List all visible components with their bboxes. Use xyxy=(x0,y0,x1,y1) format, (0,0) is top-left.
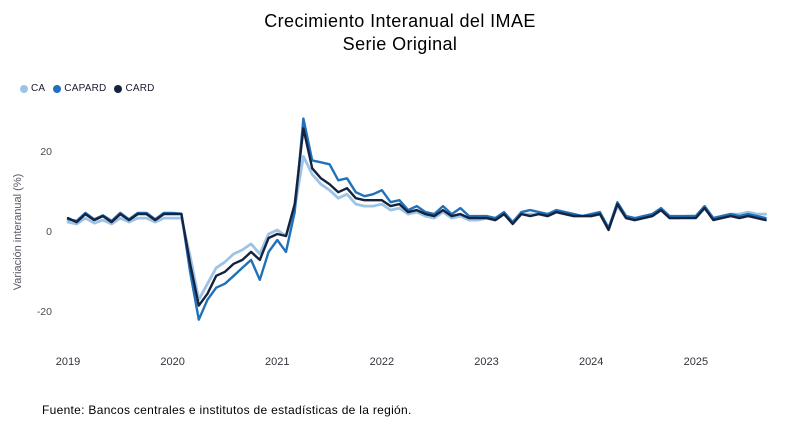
chart-title-line1: Crecimiento Interanual del IMAE xyxy=(264,11,536,31)
legend-label-capard: CAPARD xyxy=(64,83,107,94)
legend: CA CAPARD CARD xyxy=(20,83,155,94)
y-axis-label: 20 xyxy=(40,146,52,159)
legend-label-ca: CA xyxy=(31,83,46,94)
x-axis-label: 2025 xyxy=(683,356,709,368)
source-note: Fuente: Bancos centrales e institutos de… xyxy=(42,403,412,417)
x-axis-label: 2021 xyxy=(265,356,290,368)
chart-title: Crecimiento Interanual del IMAE Serie Or… xyxy=(0,10,800,56)
legend-label-card: CARD xyxy=(125,83,155,94)
series-line-card[interactable] xyxy=(66,127,767,307)
series-line-ca[interactable] xyxy=(66,154,767,302)
chart-title-line2: Serie Original xyxy=(342,34,458,54)
legend-item-card[interactable]: CARD xyxy=(114,83,154,94)
legend-dot-card-icon xyxy=(114,84,123,93)
legend-item-capard[interactable]: CAPARD xyxy=(53,83,106,94)
x-axis-label: 2023 xyxy=(474,356,499,368)
legend-item-ca[interactable]: CA xyxy=(20,83,45,94)
y-axis-label: -20 xyxy=(36,305,52,318)
x-axis-label: 2019 xyxy=(55,356,81,368)
y-axis-label: 0 xyxy=(46,226,52,238)
x-axis-label: 2024 xyxy=(578,356,604,368)
x-axis-label: 2022 xyxy=(369,356,395,368)
legend-dot-capard-icon xyxy=(53,84,62,93)
x-axis-label: 2020 xyxy=(160,356,185,368)
legend-dot-ca-icon xyxy=(20,84,28,93)
